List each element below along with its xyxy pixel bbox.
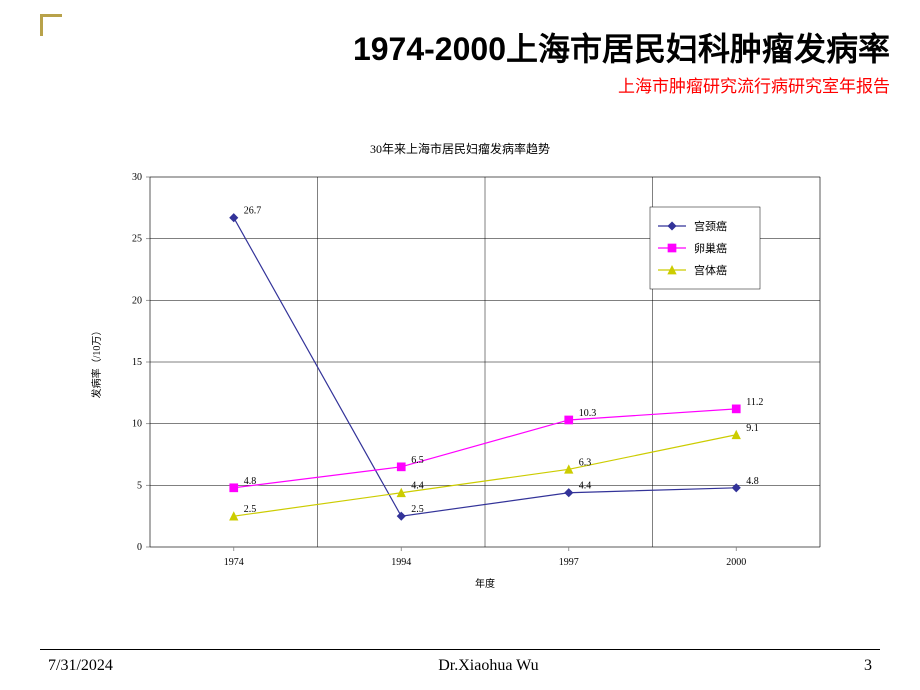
svg-text:30: 30 [132,172,142,183]
svg-text:1997: 1997 [559,557,579,568]
svg-text:4.8: 4.8 [244,476,257,487]
svg-text:11.2: 11.2 [746,397,763,408]
svg-text:10.3: 10.3 [579,408,597,419]
svg-text:4.4: 4.4 [579,481,592,492]
svg-text:1994: 1994 [391,557,411,568]
title-text: 上海市居民妇科肿瘤发病率 [506,31,890,67]
svg-text:15: 15 [132,357,142,368]
svg-text:5: 5 [137,480,142,491]
corner-decoration [40,14,62,36]
svg-text:2.5: 2.5 [411,504,424,515]
svg-text:6.5: 6.5 [411,455,424,466]
svg-text:4.8: 4.8 [746,476,759,487]
svg-text:6.3: 6.3 [579,457,592,468]
footer-author: Dr.Xiaohua Wu [438,657,538,675]
svg-text:宫颈癌: 宫颈癌 [694,219,727,233]
svg-text:9.1: 9.1 [746,423,759,434]
svg-text:26.7: 26.7 [244,206,262,217]
svg-text:1974: 1974 [224,557,244,568]
footer-page-number: 3 [864,657,872,675]
svg-text:2000: 2000 [726,557,746,568]
svg-text:20: 20 [132,295,142,306]
footer: 7/31/2024 Dr.Xiaohua Wu 3 [48,654,872,678]
title-year-range: 1974-2000 [353,31,506,67]
svg-text:10: 10 [132,419,142,430]
svg-text:宫体癌: 宫体癌 [694,263,727,277]
line-chart: 0 5 10 15 20 25 30 1974 1994 1997 2000 年度 发病率（/10万） 2… [70,167,850,607]
svg-text:4.4: 4.4 [411,481,424,492]
page-title: 1974-2000上海市居民妇科肿瘤发病率 [62,24,890,70]
page-subtitle: 上海市肿瘤研究流行病研究室年报告 [62,72,890,97]
svg-text:发病率（/10万）: 发病率（/10万） [90,326,103,399]
svg-text:2.5: 2.5 [244,504,257,515]
title-block: 1974-2000上海市居民妇科肿瘤发病率 上海市肿瘤研究流行病研究室年报告 [62,24,890,97]
svg-text:25: 25 [132,234,142,245]
svg-text:0: 0 [137,542,142,553]
chart-container: 30年来上海市居民妇瘤发病率趋势 0 5 10 15 20 25 30 1974 1994 199… [70,140,850,610]
footer-divider [40,649,880,650]
svg-text:卵巢癌: 卵巢癌 [694,241,727,255]
slide-page: { "header": { "title_prefix": "1974-2000… [0,0,920,690]
svg-text:年度: 年度 [475,577,495,590]
chart-title: 30年来上海市居民妇瘤发病率趋势 [70,140,850,157]
footer-date: 7/31/2024 [48,657,113,675]
